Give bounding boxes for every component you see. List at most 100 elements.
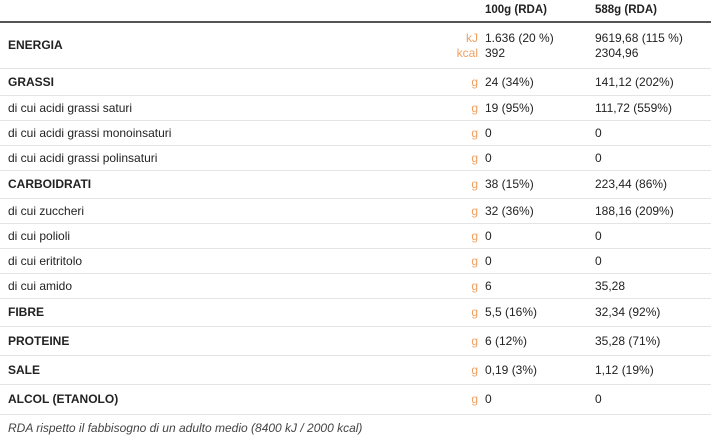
table-row: di cui zuccheri g 32 (36%) 188,16 (209%) <box>0 199 711 224</box>
value-cell: 0 <box>595 249 602 273</box>
value: 2304,96 <box>595 45 639 60</box>
value: 0,19 (3%) <box>485 362 538 377</box>
unit: g <box>471 253 478 268</box>
unit: g <box>471 228 478 243</box>
value: 19 (95%) <box>485 100 534 115</box>
row-label: di cui zuccheri <box>8 203 85 218</box>
table-row: SALE g 0,19 (3%) 1,12 (19%) <box>0 356 711 385</box>
value-cell: 0 <box>485 249 492 273</box>
value: 38 (15%) <box>485 177 534 191</box>
value-cell: 0 <box>595 224 602 248</box>
value-cell: 1.636 (20 %) 392 <box>485 23 554 68</box>
table-row: di cui acidi grassi polinsaturi g 0 0 <box>0 146 711 171</box>
value: 392 <box>485 45 506 60</box>
value: 0 <box>485 125 492 140</box>
value-cell: 6 (12%) <box>485 327 527 355</box>
unit: g <box>471 100 478 115</box>
value: 0 <box>595 253 602 268</box>
row-label: PROTEINE <box>8 333 70 348</box>
row-label: di cui amido <box>8 278 73 293</box>
header-cell: 100g (RDA) <box>485 4 547 16</box>
unit-cell: g <box>400 224 478 248</box>
footnote: RDA rispetto il fabbisogno di un adulto … <box>8 421 363 435</box>
unit-cell: kJ kcal <box>400 23 478 68</box>
value-cell: 0 <box>595 121 602 145</box>
value-cell: 0 <box>595 385 602 414</box>
value-cell: 111,72 (559%) <box>595 96 672 120</box>
unit: g <box>471 278 478 293</box>
unit: g <box>471 150 478 165</box>
table-row: ALCOL (ETANOLO) g 0 0 <box>0 385 711 415</box>
row-label: di cui acidi grassi polinsaturi <box>8 150 158 165</box>
table-row: di cui amido g 6 35,28 <box>0 274 711 299</box>
value-cell: 141,12 (202%) <box>595 69 674 95</box>
unit-cell: g <box>400 121 478 145</box>
value-cell: 223,44 (86%) <box>595 171 667 198</box>
row-label: GRASSI <box>8 74 55 89</box>
value: 0 <box>485 253 492 268</box>
value-cell: 35,28 <box>595 274 625 298</box>
value: 0 <box>595 125 602 140</box>
table-row: di cui eritritolo g 0 0 <box>0 249 711 274</box>
unit-cell: g <box>400 171 478 198</box>
value: 0 <box>485 150 492 165</box>
row-label: CARBOIDRATI <box>8 177 92 191</box>
value: 35,28 (71%) <box>595 333 661 348</box>
unit: g <box>471 74 478 89</box>
value: 1.636 (20 %) <box>485 30 554 45</box>
value: 24 (34%) <box>485 74 534 89</box>
unit-cell: g <box>400 327 478 355</box>
value-cell: 188,16 (209%) <box>595 199 674 223</box>
table-row: PROTEINE g 6 (12%) 35,28 (71%) <box>0 327 711 356</box>
value-cell: 38 (15%) <box>485 171 534 198</box>
table-row: CARBOIDRATI g 38 (15%) 223,44 (86%) <box>0 171 711 199</box>
unit-cell: g <box>400 249 478 273</box>
value: 0 <box>595 392 602 406</box>
unit: g <box>471 125 478 140</box>
unit: g <box>471 177 478 191</box>
value: 9619,68 (115 %) <box>595 30 683 45</box>
value-cell: 9619,68 (115 %) 2304,96 <box>595 23 683 68</box>
value-cell: 0 <box>485 385 492 414</box>
value: 5,5 (16%) <box>485 305 538 319</box>
table-row: GRASSI g 24 (34%) 141,12 (202%) <box>0 69 711 96</box>
row-label: ENERGIA <box>8 38 63 52</box>
value-cell: 32 (36%) <box>485 199 534 223</box>
table-row: ENERGIA kJ kcal 1.636 (20 %) 392 9619,68 (115… <box>0 23 711 69</box>
value: 32,34 (92%) <box>595 305 661 319</box>
value: 0 <box>485 228 492 243</box>
value: 0 <box>595 150 602 165</box>
row-label: di cui eritritolo <box>8 253 83 268</box>
unit: g <box>471 362 478 377</box>
header-cell: 588g (RDA) <box>595 4 657 16</box>
value: 0 <box>595 228 602 243</box>
row-label: FIBRE <box>8 305 44 319</box>
value: 1,12 (19%) <box>595 362 654 377</box>
unit: g <box>471 392 478 406</box>
value: 223,44 (86%) <box>595 177 668 191</box>
value: 6 (12%) <box>485 333 528 348</box>
table-row: di cui polioli g 0 0 <box>0 224 711 249</box>
value: 35,28 <box>595 278 626 293</box>
value: 6 <box>485 278 492 293</box>
value-cell: 0 <box>485 224 492 248</box>
value-cell: 0,19 (3%) <box>485 356 537 384</box>
unit-cell: g <box>400 199 478 223</box>
value-cell: 19 (95%) <box>485 96 534 120</box>
row-label: di cui acidi grassi monoinsaturi <box>8 125 172 140</box>
value: 32 (36%) <box>485 203 534 218</box>
value: 188,16 (209%) <box>595 203 674 218</box>
value-cell: 0 <box>485 121 492 145</box>
unit: g <box>471 203 478 218</box>
value-cell: 6 <box>485 274 492 298</box>
table-row: di cui acidi grassi saturi g 19 (95%) 111,7… <box>0 96 711 121</box>
row-label: ALCOL (ETANOLO) <box>8 392 119 406</box>
unit-cell: g <box>400 356 478 384</box>
unit-cell: g <box>400 385 478 414</box>
unit: g <box>471 333 478 348</box>
value: 141,12 (202%) <box>595 74 674 89</box>
table-row: di cui acidi grassi monoinsaturi g 0 0 <box>0 121 711 146</box>
unit-cell: g <box>400 69 478 95</box>
unit-cell: g <box>400 299 478 326</box>
